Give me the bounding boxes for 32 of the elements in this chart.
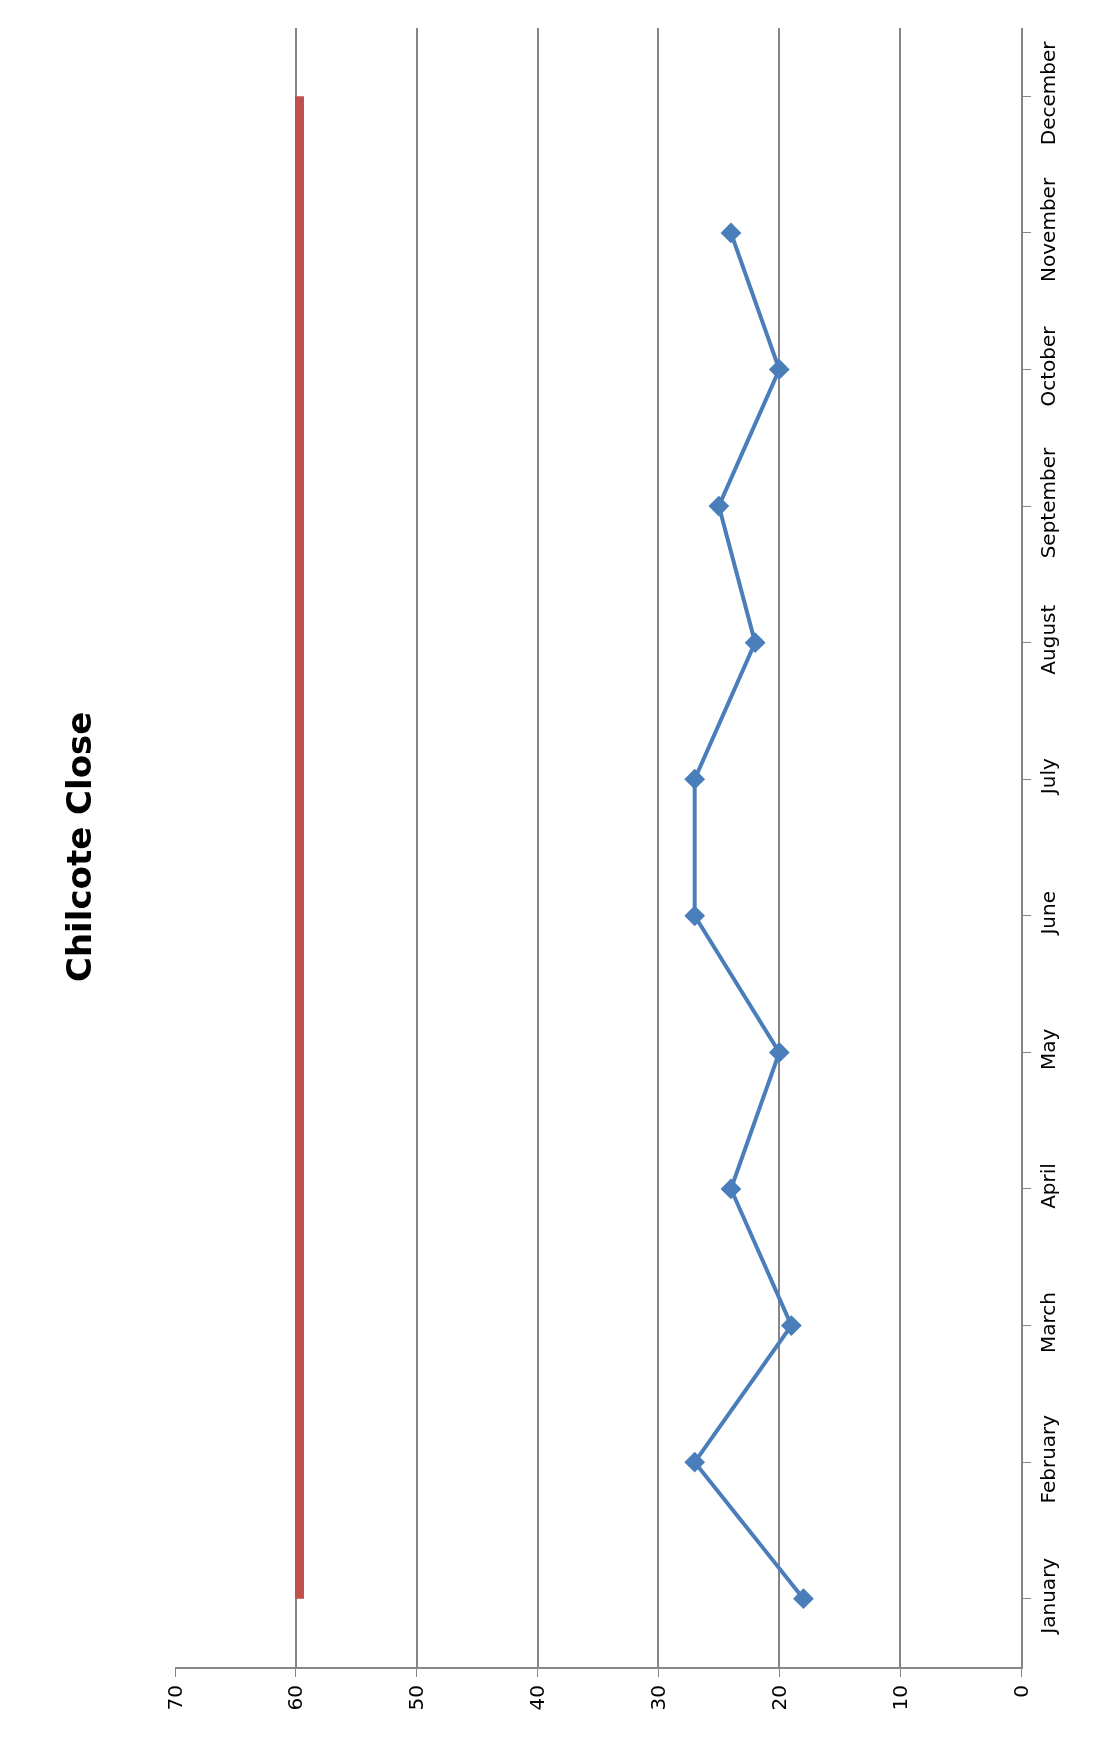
x-tick-label: 20 [766,1685,791,1711]
y-tick-label: February [1036,1414,1060,1504]
x-tick-label: 50 [404,1685,429,1711]
x-tick-label: 40 [525,1685,550,1711]
y-tick-label: June [1036,891,1060,937]
point [684,768,706,790]
point [684,1451,706,1473]
y-tick-label: March [1036,1292,1060,1354]
y-tick-label: October [1036,325,1060,407]
y-tick-label: July [1036,758,1060,797]
point [768,359,790,380]
y-tick-label: April [1036,1163,1060,1209]
x-tick-label: 60 [283,1685,308,1711]
point [708,495,730,517]
point [720,1178,742,1200]
y-tick-label: May [1036,1028,1060,1071]
point [684,905,706,927]
point [744,632,766,654]
x-tick-label: 0 [1008,1685,1033,1698]
point [793,1588,814,1610]
point [768,1041,790,1063]
y-tick-label: January [1036,1557,1060,1636]
point [720,222,742,244]
y-tick-label: August [1036,604,1060,675]
y-tick-label: December [1036,40,1060,146]
x-tick-label: 70 [162,1685,187,1711]
point [780,1315,802,1336]
x-tick-label: 10 [887,1685,912,1711]
x-tick-label: 30 [645,1685,670,1711]
text: Chilcote Close [59,711,100,983]
y-tick-label: November [1036,177,1060,282]
y-tick-label: September [1036,446,1060,559]
